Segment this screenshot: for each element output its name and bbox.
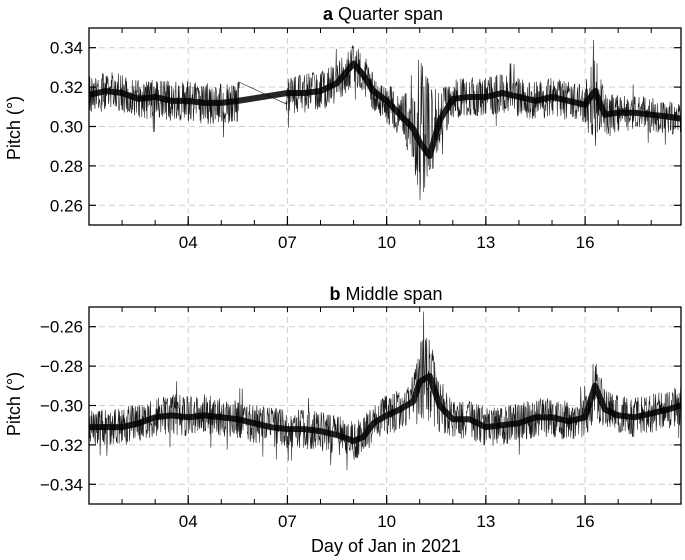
panel-b-series-0-trend xyxy=(89,372,682,444)
panel-b-trace xyxy=(88,311,682,471)
panel-a-ytick-label-1: 0.28 xyxy=(50,157,83,176)
panel-b-ytick-label-0: −0.34 xyxy=(40,475,83,494)
panel-a-ytick-label-2: 0.30 xyxy=(50,118,83,137)
panel-b: b Middle span −0.34 −0.32 −0.30 −0.28 −0.26 04… xyxy=(4,284,682,556)
panel-b-xtick-label-1: 07 xyxy=(278,512,297,531)
panel-b-xtick-label-4: 16 xyxy=(576,512,595,531)
panel-a-ytick-label-3: 0.32 xyxy=(50,78,83,97)
panel-b-ytick-label-4: −0.26 xyxy=(40,318,83,337)
x-axis-label: Day of Jan in 2021 xyxy=(311,536,461,556)
panel-a-title-text: Quarter span xyxy=(338,4,443,24)
panel-a-grid xyxy=(89,28,681,225)
panel-a-xtick-label-2: 10 xyxy=(377,233,396,252)
panel-a: a Quarter span 0.26 0.28 0.30 0.32 0.34 04 07 10… xyxy=(4,4,682,252)
panel-a-xtick-label-1: 07 xyxy=(278,233,297,252)
panel-a-series-0 xyxy=(88,40,682,201)
panel-b-ticks: −0.34 −0.32 −0.30 −0.28 −0.26 04 07 10 13 16 xyxy=(40,307,681,531)
panel-b-xtick-label-0: 04 xyxy=(179,512,198,531)
panel-b-grid xyxy=(89,307,681,504)
panel-b-ytick-label-1: −0.32 xyxy=(40,436,83,455)
panel-b-title: b Middle span xyxy=(329,284,442,304)
panel-a-xtick-label-4: 16 xyxy=(576,233,595,252)
panel-a-xtick-label-0: 04 xyxy=(179,233,198,252)
panel-b-ytick-label-2: −0.30 xyxy=(40,397,83,416)
panel-a-trace xyxy=(88,40,682,201)
panel-b-title-letter: b xyxy=(329,284,340,304)
panel-b-xtick-label-2: 10 xyxy=(377,512,396,531)
panel-b-ylabel: Pitch (°) xyxy=(4,372,24,436)
panel-a-series-0-trend xyxy=(88,60,682,160)
panel-a-ticks: 0.26 0.28 0.30 0.32 0.34 04 07 10 13 16 xyxy=(50,28,681,252)
panel-b-ytick-label-3: −0.28 xyxy=(40,357,83,376)
panel-b-title-text: Middle span xyxy=(345,284,442,304)
panel-a-ytick-label-4: 0.34 xyxy=(50,39,83,58)
panel-a-title-letter: a xyxy=(323,4,334,24)
panel-b-xtick-label-3: 13 xyxy=(476,512,495,531)
panel-a-ytick-label-0: 0.26 xyxy=(50,196,83,215)
panel-a-title: a Quarter span xyxy=(323,4,443,24)
panel-a-xtick-label-3: 13 xyxy=(476,233,495,252)
panel-a-ylabel: Pitch (°) xyxy=(4,96,24,160)
